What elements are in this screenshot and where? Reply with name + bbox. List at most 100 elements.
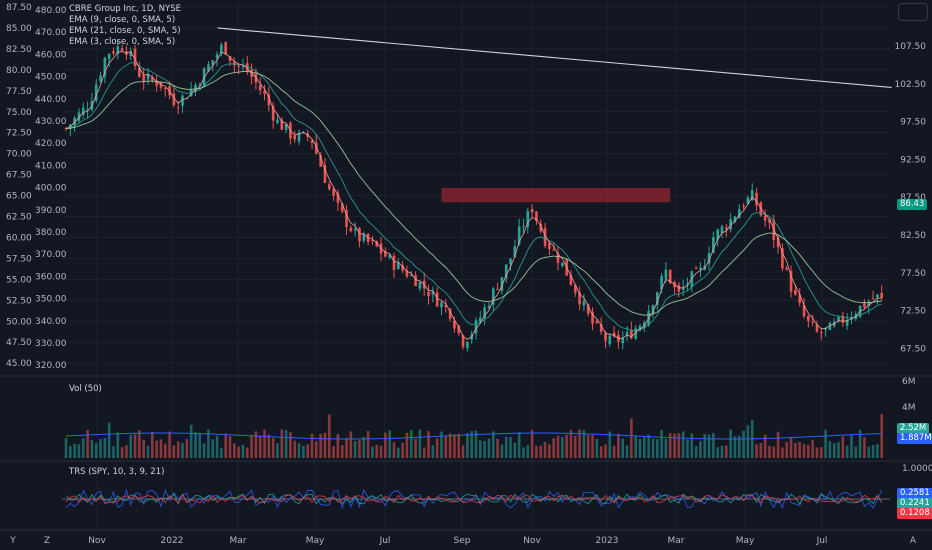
candle[interactable] (315, 142, 318, 154)
candle[interactable] (431, 291, 435, 295)
candle[interactable] (556, 253, 560, 263)
candle[interactable] (267, 94, 271, 106)
candle[interactable] (530, 208, 534, 213)
candle[interactable] (634, 328, 637, 339)
candle[interactable] (319, 155, 322, 167)
candle[interactable] (712, 237, 715, 253)
candle[interactable] (453, 320, 456, 329)
chart-settings-button[interactable] (898, 3, 928, 21)
candle[interactable] (578, 292, 581, 305)
candle[interactable] (807, 315, 810, 322)
candle[interactable] (258, 85, 262, 91)
candle[interactable] (802, 305, 806, 317)
candle[interactable] (207, 64, 210, 72)
candle[interactable] (250, 69, 253, 78)
candle[interactable] (768, 219, 771, 223)
candle[interactable] (625, 331, 629, 337)
candle[interactable] (681, 287, 685, 291)
candle[interactable] (129, 51, 133, 57)
candle[interactable] (99, 75, 102, 82)
candle[interactable] (371, 240, 374, 242)
candle[interactable] (440, 302, 443, 308)
candle[interactable] (418, 281, 422, 289)
candle[interactable] (664, 269, 668, 279)
candle[interactable] (811, 321, 814, 323)
candle[interactable] (220, 44, 223, 54)
candle[interactable] (146, 74, 150, 80)
candle[interactable] (660, 276, 663, 290)
candle[interactable] (340, 203, 344, 212)
candle[interactable] (263, 90, 266, 94)
candle[interactable] (194, 84, 197, 93)
candle[interactable] (630, 329, 633, 339)
candle[interactable] (302, 131, 305, 133)
candle[interactable] (297, 132, 301, 142)
candle[interactable] (539, 223, 543, 232)
candle[interactable] (276, 119, 279, 123)
candle[interactable] (522, 226, 525, 228)
candle[interactable] (233, 61, 236, 66)
candle[interactable] (608, 335, 612, 345)
candle[interactable] (176, 107, 180, 109)
candle[interactable] (353, 228, 357, 231)
candle[interactable] (133, 48, 137, 67)
candle[interactable] (776, 237, 780, 248)
candle[interactable] (651, 305, 655, 314)
candle[interactable] (491, 288, 495, 305)
candle[interactable] (362, 234, 366, 241)
candle[interactable] (612, 332, 616, 337)
candle[interactable] (457, 325, 461, 334)
candle[interactable] (448, 308, 452, 319)
candle[interactable] (327, 184, 331, 190)
candle[interactable] (845, 319, 849, 326)
candle[interactable] (479, 317, 482, 322)
candle[interactable] (729, 219, 732, 230)
candle[interactable] (224, 42, 227, 55)
candle[interactable] (837, 316, 840, 321)
candle[interactable] (595, 321, 599, 323)
candle[interactable] (172, 93, 176, 106)
candle[interactable] (513, 246, 517, 258)
bottom-toolbar-icon[interactable]: Y (9, 536, 16, 546)
candle[interactable] (349, 227, 353, 232)
candle[interactable] (466, 341, 469, 349)
candle[interactable] (332, 189, 335, 196)
candle[interactable] (746, 197, 750, 204)
candle[interactable] (409, 275, 413, 277)
candle[interactable] (733, 216, 737, 222)
candle[interactable] (686, 283, 689, 285)
candle[interactable] (798, 294, 801, 303)
resistance-zone[interactable] (441, 188, 671, 203)
candle[interactable] (737, 209, 741, 219)
candle[interactable] (526, 210, 530, 227)
candle[interactable] (781, 248, 784, 269)
candle[interactable] (155, 80, 158, 86)
candle[interactable] (824, 327, 827, 330)
candle[interactable] (500, 277, 504, 291)
candle[interactable] (64, 128, 68, 130)
candle[interactable] (517, 226, 521, 245)
candle[interactable] (569, 275, 573, 285)
candle[interactable] (582, 301, 586, 306)
auto-scale-icon[interactable]: A (910, 536, 917, 546)
candle[interactable] (94, 84, 98, 101)
candle[interactable] (487, 305, 491, 308)
candle[interactable] (336, 192, 340, 203)
candle[interactable] (384, 251, 387, 257)
candle[interactable] (241, 66, 245, 68)
candle[interactable] (181, 95, 184, 106)
candle[interactable] (750, 190, 754, 201)
candle[interactable] (621, 337, 625, 344)
candle[interactable] (496, 288, 499, 290)
candle[interactable] (323, 165, 327, 183)
candle[interactable] (815, 324, 819, 332)
candle[interactable] (245, 63, 249, 72)
candle[interactable] (828, 322, 832, 330)
candle[interactable] (293, 135, 297, 140)
candle[interactable] (461, 335, 465, 347)
candle[interactable] (794, 290, 797, 295)
candle[interactable] (543, 228, 547, 246)
candle[interactable] (586, 304, 590, 314)
candle[interactable] (211, 60, 215, 66)
candle[interactable] (655, 292, 659, 306)
